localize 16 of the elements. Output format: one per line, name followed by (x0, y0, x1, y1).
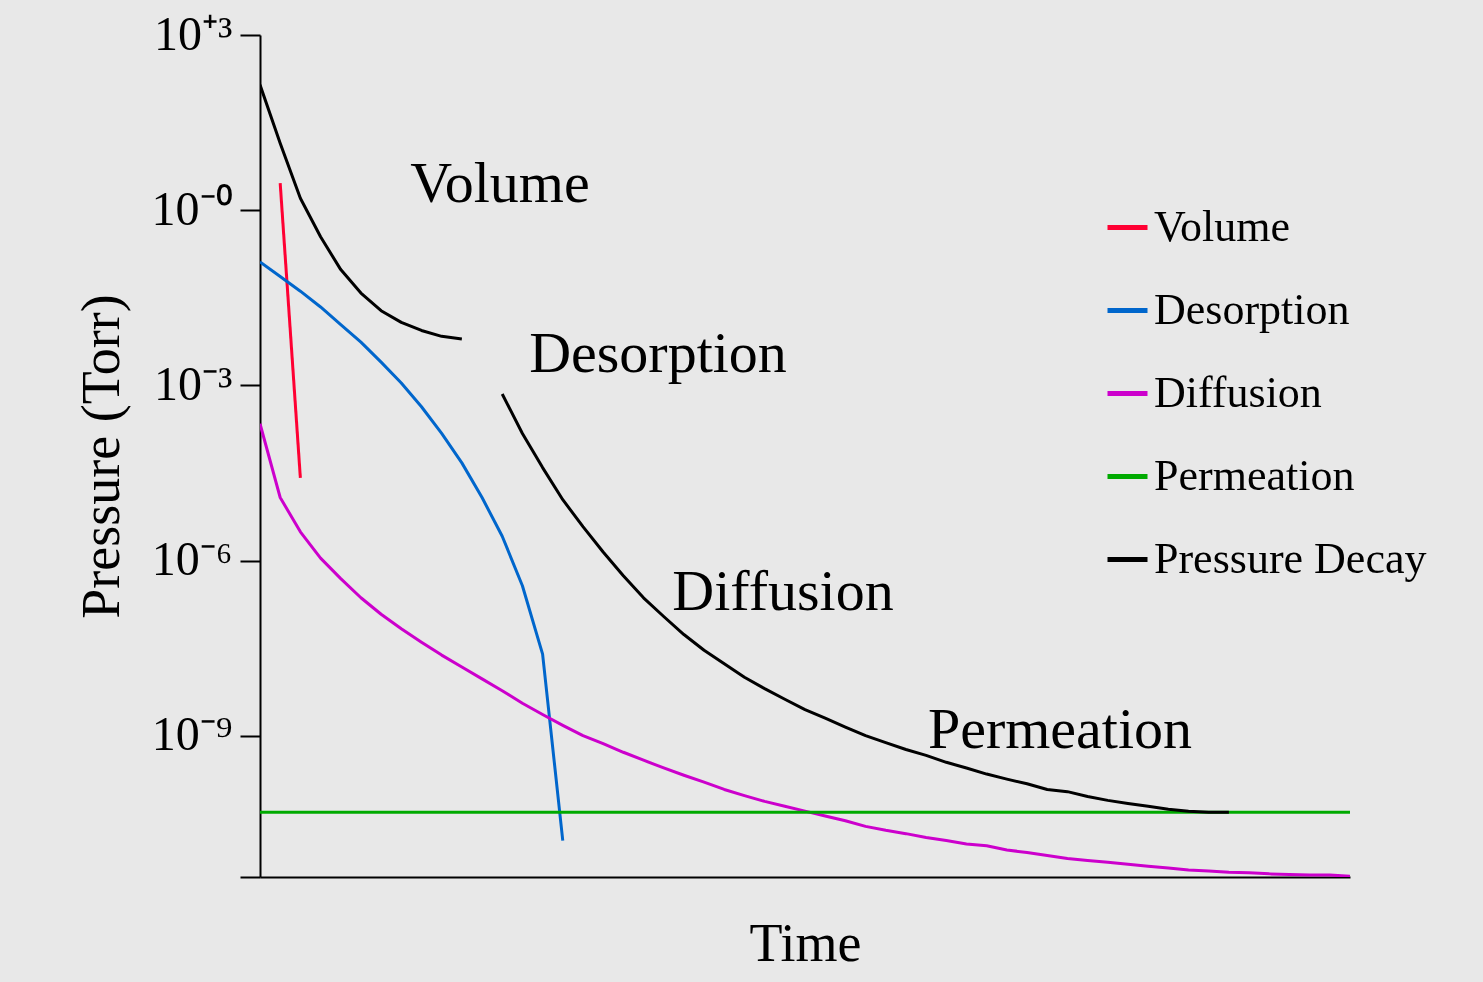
y-tick-label: 10⁻⁰ (151, 181, 233, 235)
y-axis-title: Pressure (Torr) (70, 294, 131, 619)
y-tick-label: 10⁺³ (154, 6, 233, 60)
annotation: Diffusion (672, 558, 894, 623)
legend-label: Pressure Decay (1154, 533, 1427, 583)
y-tick-label: 10⁻⁶ (151, 532, 233, 586)
y-tick-label: 10⁻³ (154, 356, 233, 410)
x-axis-title: Time (749, 912, 862, 973)
legend-label: Diffusion (1154, 367, 1322, 417)
annotation: Permeation (927, 696, 1193, 761)
legend-label: Volume (1154, 201, 1291, 251)
legend-label: Permeation (1154, 450, 1355, 500)
annotation: Desorption (529, 320, 787, 385)
legend-label: Desorption (1154, 284, 1350, 334)
y-tick-label: 10⁻⁹ (151, 707, 233, 761)
annotation: Volume (410, 150, 590, 215)
